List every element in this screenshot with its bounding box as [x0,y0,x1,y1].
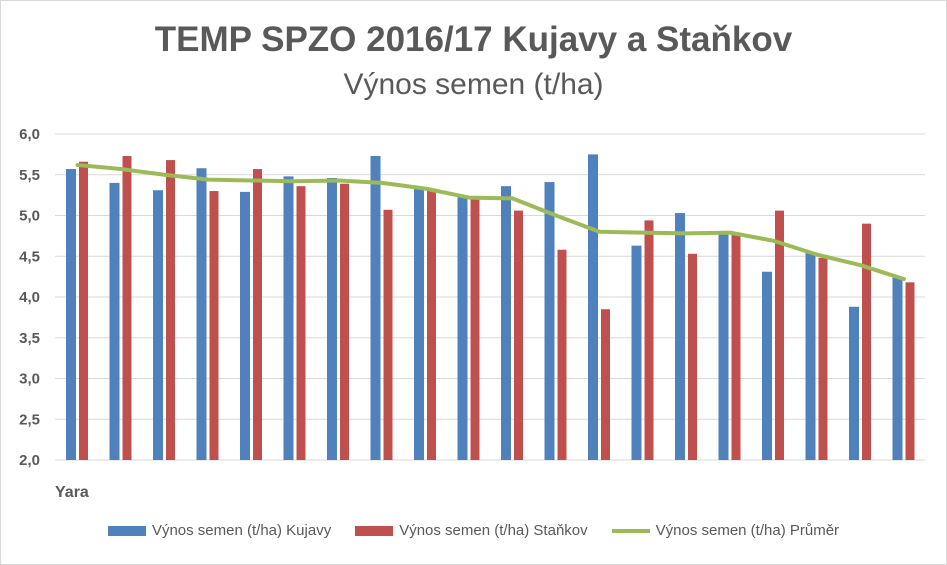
y-tick-label: 5,0 [19,208,40,225]
bar-stankov [340,183,349,460]
line-prumer [75,162,906,282]
bar-kujavy [109,182,120,460]
legend-label-prumer: Výnos semen (t/ha) Průměr [655,522,840,539]
bar-kujavy [501,186,511,460]
bar-kujavy [240,191,250,461]
bar-stankov [905,282,915,460]
legend: Výnos semen (t/ha) Kujavy Výnos semen (t… [0,522,947,539]
legend-label-kujavy: Výnos semen (t/ha) Kujavy [151,522,332,539]
legend-swatch-stankov [355,525,394,536]
bar-stankov [122,156,132,460]
bar-kujavy [588,154,598,460]
bar-stankov [427,190,436,461]
y-tick-label: 3,5 [19,330,40,347]
bar-kujavy [631,245,642,460]
y-tick-label: 2,5 [19,411,40,428]
bar-kujavy [762,271,772,460]
bar-kujavy [283,176,294,460]
bar-kujavy [457,195,468,460]
bar-kujavy [370,156,381,460]
y-tick-label: 3,0 [19,371,40,388]
bar-kujavy [66,169,76,461]
bar-stankov [514,210,523,460]
bar-stankov [644,220,654,460]
y-tick-label: 4,0 [19,289,40,306]
bar-stankov [253,169,262,461]
bar-kujavy [153,190,163,461]
bar-stankov [601,309,610,460]
legend-item-kujavy: Výnos semen (t/ha) Kujavy [107,522,332,539]
y-tick-label: 4,5 [19,248,40,265]
chart-title: TEMP SPZO 2016/17 Kujavy a Staňkov [154,20,793,59]
y-tick-label: 6,0 [19,126,40,143]
bar-stankov [470,199,480,460]
bar-stankov [296,186,306,460]
bar-kujavy [892,276,903,460]
bar-stankov [731,232,741,460]
legend-swatch-kujavy [107,525,146,536]
bar-kujavy [414,186,424,460]
x-tick-label: Yara [55,484,89,501]
legend-label-stankov: Výnos semen (t/ha) Staňkov [399,522,588,539]
chart-subtitle: Výnos semen (t/ha) [343,68,604,101]
bar-stankov [209,191,219,461]
y-tick-label: 5,5 [19,167,40,184]
bar-kujavy [327,178,337,460]
legend-item-prumer: Výnos semen (t/ha) Průměr [611,522,840,539]
bar-kujavy [718,232,729,460]
bar-stankov [557,249,567,460]
bar-kujavy [849,306,859,460]
bar-kujavy [196,168,207,461]
bar-stankov [688,253,697,460]
bar-kujavy [805,252,816,460]
bar-stankov [166,160,175,460]
y-tick-label: 2,0 [19,452,40,469]
bar-stankov [775,210,784,460]
legend-swatch-prumer [611,528,650,533]
bar-stankov [818,257,828,460]
bar-stankov [383,209,393,460]
bar-stankov [862,223,871,460]
bar-stankov [79,161,88,460]
bar-kujavy [544,182,555,460]
bar-kujavy [675,213,685,460]
legend-item-stankov: Výnos semen (t/ha) Staňkov [355,522,588,539]
